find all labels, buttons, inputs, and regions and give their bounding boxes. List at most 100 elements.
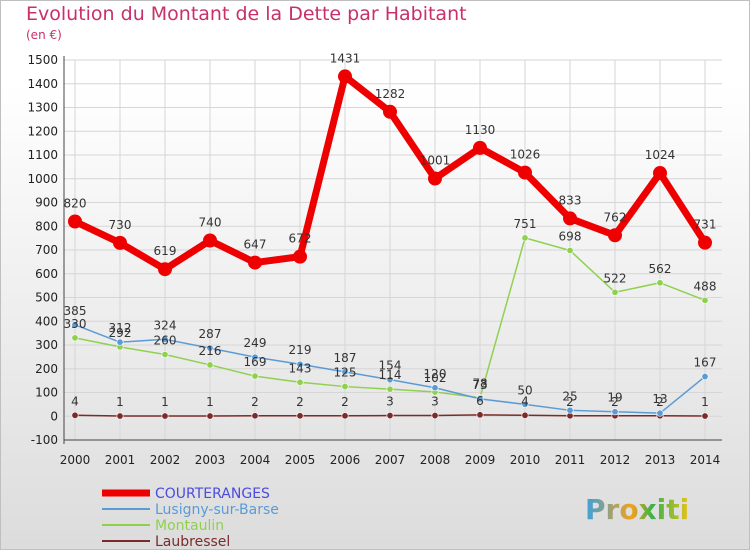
data-label: 385 — [64, 304, 87, 318]
x-tick-label: 2009 — [465, 453, 496, 467]
data-label: 3 — [386, 395, 394, 409]
x-tick-label: 2004 — [240, 453, 271, 467]
data-label: 2 — [611, 395, 619, 409]
data-label: 3 — [431, 395, 439, 409]
data-point — [386, 376, 394, 384]
y-tick-label: 1100 — [27, 148, 58, 162]
data-point — [473, 140, 487, 155]
data-point — [698, 235, 712, 250]
data-label: 312 — [109, 321, 132, 335]
data-point — [611, 288, 619, 296]
data-label: 19 — [607, 391, 622, 405]
y-tick-label: 900 — [35, 196, 58, 210]
data-point — [701, 296, 709, 304]
data-label: 1 — [161, 395, 169, 409]
data-label: 488 — [694, 279, 717, 293]
y-tick-label: 1400 — [27, 77, 58, 91]
legend-entry: Laubressel — [155, 534, 230, 550]
chart-title: Evolution du Montant de la Dette par Hab… — [26, 3, 467, 25]
data-point — [206, 344, 214, 352]
data-label: 125 — [334, 366, 357, 380]
data-point — [566, 246, 574, 254]
data-label: 102 — [424, 371, 447, 385]
data-point — [521, 411, 529, 419]
data-point — [293, 249, 307, 264]
data-label: 287 — [199, 327, 222, 341]
data-point — [611, 408, 619, 416]
data-label: 114 — [379, 368, 402, 382]
data-label: 6 — [476, 394, 484, 408]
data-point — [116, 412, 124, 420]
x-tick-label: 2000 — [60, 453, 91, 467]
data-label: 1001 — [420, 154, 451, 168]
data-point — [116, 338, 124, 346]
y-tick-label: 1000 — [27, 172, 58, 186]
data-point — [431, 384, 439, 392]
y-tick-label: -100 — [31, 433, 58, 447]
data-point — [608, 228, 622, 243]
y-tick-label: 0 — [50, 409, 58, 423]
data-label: 50 — [517, 383, 532, 397]
data-label: 2 — [341, 395, 349, 409]
data-point — [701, 373, 709, 381]
data-label: 762 — [604, 210, 627, 224]
legend-entry: Lusigny-sur-Barse — [155, 502, 279, 518]
data-label: 330 — [64, 317, 87, 331]
x-tick-label: 2014 — [690, 453, 721, 467]
data-point — [251, 412, 259, 420]
x-tick-label: 2007 — [375, 453, 406, 467]
data-point — [113, 235, 127, 250]
y-tick-label: 600 — [35, 267, 58, 281]
data-label: 4 — [71, 394, 79, 408]
legend-entry: Montaulin — [155, 518, 224, 534]
data-label: 4 — [521, 394, 529, 408]
data-point — [341, 368, 349, 376]
y-tick-label: 300 — [35, 338, 58, 352]
data-label: 1024 — [645, 148, 676, 162]
data-label: 751 — [514, 217, 537, 231]
data-point — [296, 412, 304, 420]
data-point — [653, 166, 667, 181]
data-point — [248, 255, 262, 270]
data-point — [251, 353, 259, 361]
data-point — [161, 335, 169, 343]
data-point — [71, 334, 79, 342]
y-tick-label: 1200 — [27, 124, 58, 138]
data-point — [203, 233, 217, 248]
data-point — [161, 412, 169, 420]
data-label: 562 — [649, 262, 672, 276]
x-tick-label: 2001 — [105, 453, 136, 467]
proxiti-logo: Proxiti — [585, 493, 689, 526]
x-tick-label: 2005 — [285, 453, 316, 467]
data-label: 249 — [244, 336, 267, 350]
data-label: 1282 — [375, 87, 406, 101]
data-label: 1026 — [510, 148, 541, 162]
y-tick-label: 700 — [35, 243, 58, 257]
data-label: 2 — [656, 395, 664, 409]
data-point — [386, 385, 394, 393]
data-label: 1 — [701, 395, 709, 409]
data-label: 2 — [296, 395, 304, 409]
data-point — [521, 234, 529, 242]
data-label: 120 — [424, 367, 447, 381]
x-tick-label: 2003 — [195, 453, 226, 467]
y-tick-label: 800 — [35, 219, 58, 233]
data-label: 187 — [334, 351, 357, 365]
data-label: 619 — [154, 244, 177, 258]
data-label: 1 — [206, 395, 214, 409]
data-point — [656, 279, 664, 287]
data-point — [206, 361, 214, 369]
data-label: 292 — [109, 326, 132, 340]
data-label: 731 — [694, 218, 717, 232]
y-tick-label: 1500 — [27, 53, 58, 67]
y-tick-label: 500 — [35, 291, 58, 305]
data-point — [656, 409, 664, 417]
data-label: 833 — [559, 193, 582, 207]
data-point — [431, 412, 439, 420]
data-label: 219 — [289, 343, 312, 357]
data-point — [563, 211, 577, 226]
data-label: 169 — [244, 355, 267, 369]
data-label: 25 — [562, 389, 577, 403]
data-label: 1 — [116, 395, 124, 409]
data-label: 324 — [154, 318, 177, 332]
